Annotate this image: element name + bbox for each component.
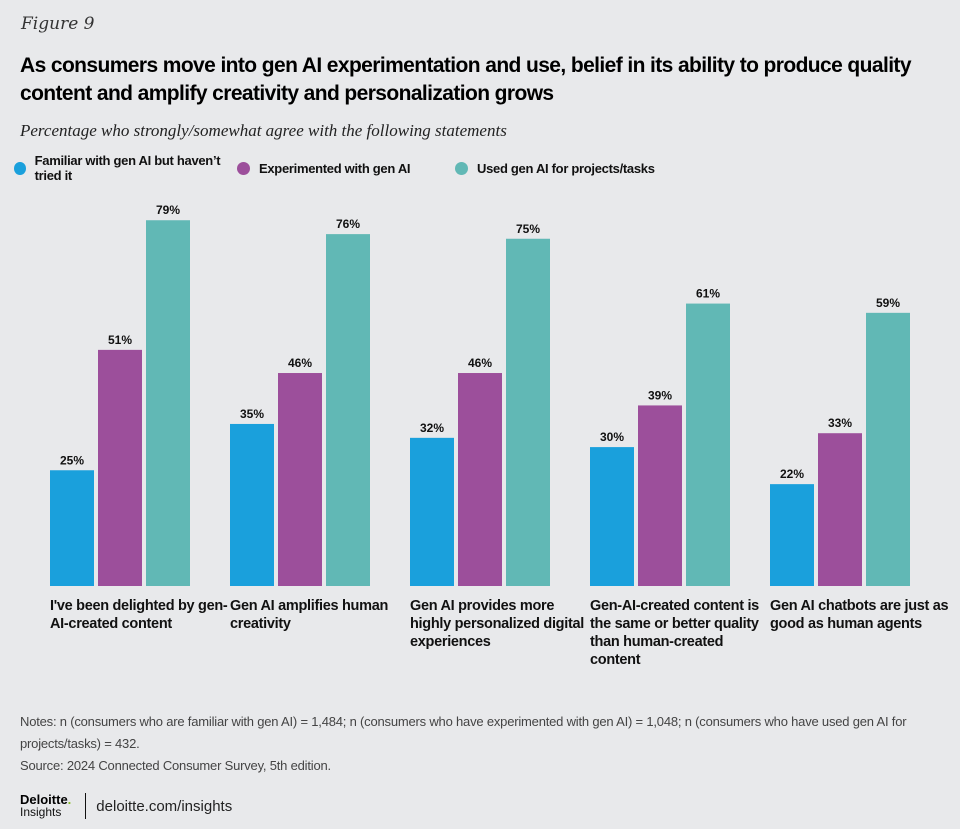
bar-group-5: 22% 33% 59% xyxy=(770,296,910,586)
legend-swatch-used xyxy=(455,161,468,175)
notes-text: Notes: n (consumers who are familiar wit… xyxy=(20,714,907,751)
bar-group-3: 32% 46% 75% xyxy=(410,222,550,586)
bar-used xyxy=(686,303,730,586)
source-text: Source: 2024 Connected Consumer Survey, … xyxy=(20,758,331,773)
bar-familiar xyxy=(410,437,454,586)
bar-familiar xyxy=(590,447,634,586)
bar-familiar xyxy=(230,423,274,586)
bar-value-label: 35% xyxy=(240,407,264,421)
bar-value-label: 22% xyxy=(780,467,804,481)
notes: Notes: n (consumers who are familiar wit… xyxy=(20,711,940,777)
bar-familiar xyxy=(770,484,814,586)
bar-group-2: 35% 46% 76% xyxy=(230,217,370,586)
bar-familiar xyxy=(50,470,94,586)
bar-value-label: 51% xyxy=(108,333,132,347)
legend: Familiar with gen AI but haven’t tried i… xyxy=(14,153,655,183)
bar-experimented xyxy=(278,373,322,586)
category-label-personalized: Gen AI provides more highly personalized… xyxy=(410,598,584,650)
legend-swatch-experimented xyxy=(237,161,250,175)
bar-value-label: 76% xyxy=(336,217,360,231)
chart-title: As consumers move into gen AI experiment… xyxy=(20,54,912,105)
bar-value-label: 30% xyxy=(600,430,624,444)
logo-sub: Insights xyxy=(20,805,62,819)
bar-value-label: 25% xyxy=(60,453,84,467)
bar-used xyxy=(146,220,190,587)
bar-value-label: 39% xyxy=(648,388,672,402)
category-label-chatbots: Gen AI chatbots are just as good as huma… xyxy=(770,598,949,632)
bar-value-label: 46% xyxy=(468,356,492,370)
bar-value-label: 79% xyxy=(156,203,180,217)
bar-experimented xyxy=(638,405,682,586)
figure-label: Figure 9 xyxy=(21,14,95,34)
bar-value-label: 75% xyxy=(516,222,540,236)
legend-label-used: Used gen AI for projects/tasks xyxy=(477,160,655,176)
bar-value-label: 61% xyxy=(696,287,720,301)
bar-experimented xyxy=(98,349,142,586)
logo-green-dot: . xyxy=(67,792,72,807)
legend-item-used: Used gen AI for projects/tasks xyxy=(455,153,655,183)
footer: Deloitte. Insights deloitte.com/insights xyxy=(20,793,232,819)
bar-experimented xyxy=(818,433,862,586)
category-label-delighted: I've been delighted by gen-AI-created co… xyxy=(50,598,228,632)
footer-divider xyxy=(85,793,87,819)
bar-chart: 25% 51% 79% 35% 46% 76% 32% 46% 75% 30% 39% 61% 22% 3… xyxy=(50,203,910,587)
bar-value-label: 33% xyxy=(828,416,852,430)
legend-item-familiar: Familiar with gen AI but haven’t tried i… xyxy=(14,153,237,183)
legend-item-experimented: Experimented with gen AI xyxy=(237,153,455,183)
bar-used xyxy=(326,234,370,586)
bar-value-label: 32% xyxy=(420,421,444,435)
category-label-creativity: Gen AI amplifies human creativity xyxy=(230,598,389,632)
bar-experimented xyxy=(458,373,502,586)
chart-subtitle: Percentage who strongly/somewhat agree w… xyxy=(20,121,507,140)
legend-label-familiar: Familiar with gen AI but haven’t tried i… xyxy=(34,153,221,183)
logo-brand: Deloitte xyxy=(20,792,68,807)
bar-used xyxy=(506,238,550,586)
legend-swatch-familiar xyxy=(14,161,26,175)
bar-group-4: 30% 39% 61% xyxy=(590,287,730,586)
deloitte-insights-logo: Deloitte. Insights xyxy=(20,793,71,819)
bar-used xyxy=(866,312,910,586)
bar-value-label: 59% xyxy=(876,296,900,310)
category-label-quality: Gen-AI-created content is the same or be… xyxy=(590,598,759,668)
bar-value-label: 46% xyxy=(288,356,312,370)
legend-label-experimented: Experimented with gen AI xyxy=(259,160,411,176)
bar-group-1: 25% 51% 79% xyxy=(50,203,190,587)
footer-url[interactable]: deloitte.com/insights xyxy=(96,797,233,815)
